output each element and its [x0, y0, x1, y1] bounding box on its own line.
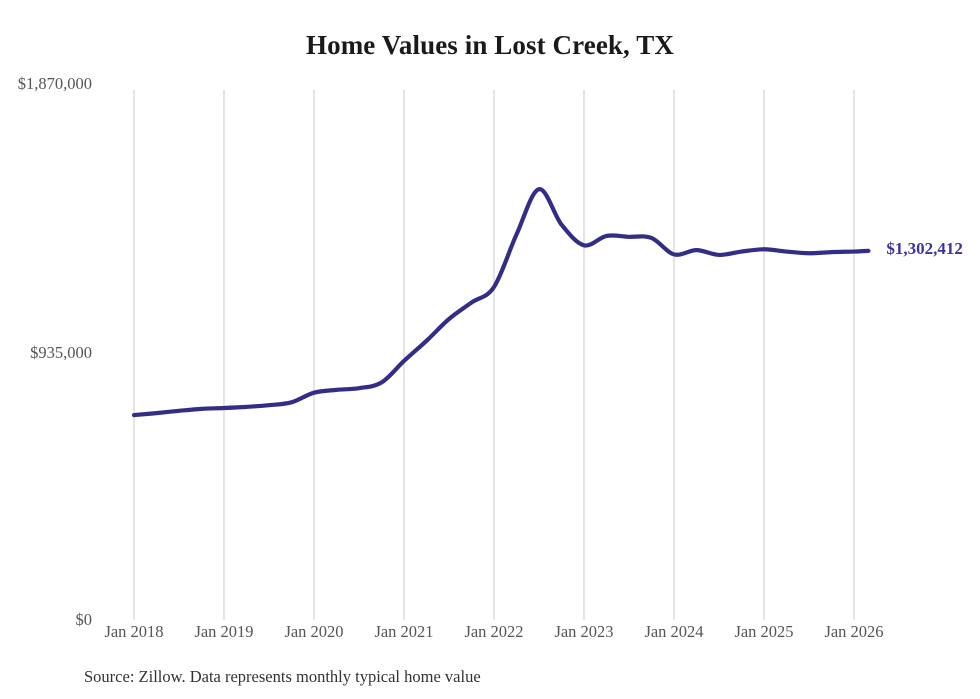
chart-title: Home Values in Lost Creek, TX	[306, 30, 674, 60]
end-value-label: $1,302,412	[886, 238, 963, 258]
x-axis-tick-jan-2023: Jan 2023	[554, 622, 614, 641]
source-note: Source: Zillow. Data represents monthly …	[84, 667, 481, 686]
y-axis-tick-label-mid: $935,000	[30, 343, 92, 362]
x-axis-tick-jan-2021: Jan 2021	[374, 622, 434, 641]
home-value-series-line	[131, 187, 871, 418]
x-axis-tick-jan-2022: Jan 2022	[464, 622, 524, 641]
x-axis-tick-jan-2019: Jan 2019	[194, 622, 254, 641]
x-axis-tick-jan-2026: Jan 2026	[824, 622, 884, 641]
y-axis-tick-label-zero: $0	[75, 610, 93, 629]
gridlines	[133, 90, 855, 620]
x-axis-tick-jan-2025: Jan 2025	[734, 622, 794, 641]
x-axis-tick-jan-2018: Jan 2018	[104, 622, 164, 641]
x-axis-tick-jan-2024: Jan 2024	[644, 622, 704, 641]
x-axis-tick-jan-2020: Jan 2020	[284, 622, 344, 641]
y-axis-tick-label-max: $1,870,000	[17, 74, 92, 93]
